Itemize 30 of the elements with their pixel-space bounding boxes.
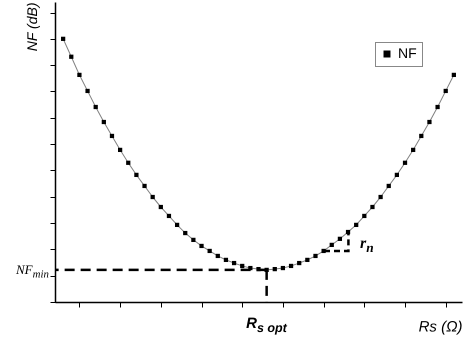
point [338,236,342,241]
point [61,36,66,41]
point [402,160,408,165]
point [126,160,130,165]
point [411,148,416,152]
point [386,184,391,188]
text: R$_{s opt}$ [246,315,287,335]
ref-line-label: NF$_{min}$ [16,262,49,281]
x-axis-title: Rs (Ω) [418,318,462,336]
legend-label: NF [398,45,417,61]
point [216,254,220,258]
point [330,242,334,248]
point [354,222,358,228]
point [444,88,448,94]
point [94,104,98,110]
point [69,54,74,59]
annotation: r$_{n}$ [360,234,374,256]
point [272,266,277,272]
point [419,134,424,138]
point [208,248,212,254]
point [297,260,302,266]
point [150,194,155,200]
y-axis-title: NF (dB) [24,2,40,52]
point [362,214,366,218]
point [452,72,456,78]
point [158,204,163,210]
point [240,264,244,268]
point [102,120,106,124]
point [305,258,310,262]
point [183,230,188,236]
